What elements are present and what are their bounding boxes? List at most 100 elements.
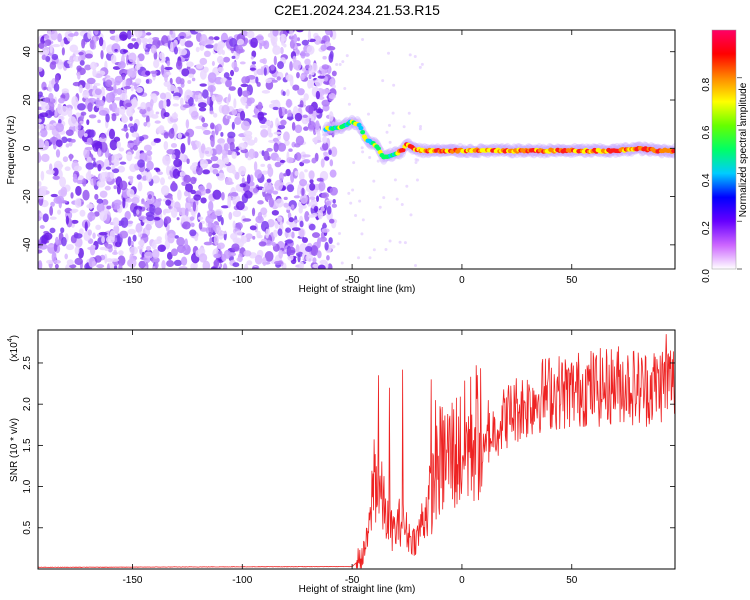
spectrogram-noise-blob bbox=[266, 178, 272, 183]
spectrogram-y-axis: -40 -20 0 20 40 bbox=[22, 46, 675, 252]
spectrogram-noise-blob bbox=[305, 105, 315, 113]
spectrogram-noise-blob bbox=[398, 240, 402, 244]
spectrogram-noise-blob bbox=[166, 149, 176, 155]
spectrogram-noise-blob bbox=[251, 207, 256, 217]
spectrogram-noise-blob bbox=[273, 55, 277, 66]
spectrogram-noise-blob bbox=[201, 116, 206, 123]
svg-text:(x104): (x104) bbox=[7, 335, 20, 362]
spectrogram-noise-blob bbox=[285, 89, 290, 97]
spectrogram-noise-blob bbox=[38, 260, 43, 269]
spectrogram-noise-blob bbox=[301, 159, 311, 164]
spectrogram-noise-blob bbox=[117, 255, 126, 266]
spectrogram-noise-blob bbox=[299, 161, 305, 167]
spectrogram-noise-blob bbox=[114, 80, 121, 86]
spectrogram-noise-blob bbox=[177, 189, 182, 201]
spectrogram-noise-blob bbox=[220, 132, 224, 137]
spectrogram-noise-blob bbox=[94, 88, 102, 96]
spectrogram-noise-blob bbox=[152, 37, 160, 41]
spectrogram-noise-blob bbox=[212, 223, 217, 231]
spectrogram-noise-blob bbox=[271, 241, 276, 247]
spectrogram-noise-blob bbox=[118, 147, 125, 152]
spectrogram-noise-blob bbox=[114, 34, 120, 43]
spectrogram-noise-blob bbox=[288, 148, 293, 152]
spectrogram-noise-blob bbox=[227, 131, 236, 139]
spectrogram-noise-blob bbox=[294, 152, 302, 161]
spectrogram-noise-blob bbox=[118, 250, 124, 256]
spectrogram-noise-blob bbox=[125, 79, 131, 88]
colorbar-gradient bbox=[712, 30, 736, 269]
spectrogram-noise-blob bbox=[310, 78, 314, 89]
spectrogram-noise-blob bbox=[204, 188, 211, 194]
spectrogram-noise-blob bbox=[118, 61, 126, 69]
spectrogram-noise-blob bbox=[159, 92, 167, 100]
spectrogram-noise-blob bbox=[87, 102, 93, 112]
spectrogram-noise-blob bbox=[246, 260, 253, 266]
spectrogram-noise-blob bbox=[409, 213, 413, 217]
spectrogram-noise-blob bbox=[281, 186, 286, 191]
spectrogram-noise-blob bbox=[224, 157, 230, 165]
spectrogram-noise-blob bbox=[150, 257, 160, 264]
spectrogram-noise-blob bbox=[305, 246, 313, 252]
snr-y-tick-label: 1.0 bbox=[22, 479, 33, 493]
spectrogram-noise-blob bbox=[116, 141, 121, 149]
spectrogram-noise-blob bbox=[83, 133, 88, 138]
spectrogram-noise-blob bbox=[294, 170, 299, 176]
spectrogram-noise-blob bbox=[50, 201, 55, 207]
spectrogram-noise-blob bbox=[263, 181, 273, 190]
spectrogram-track-cell bbox=[400, 147, 406, 153]
spectrogram-noise-blob bbox=[122, 197, 126, 209]
spectrogram-noise-blob bbox=[55, 149, 61, 158]
spectrogram-noise-blob bbox=[320, 158, 325, 168]
spectrogram-noise-blob bbox=[57, 209, 62, 215]
spectrogram-noise-blob bbox=[301, 39, 309, 46]
spectrogram-noise-blob bbox=[65, 129, 74, 137]
spectrogram-noise-blob bbox=[276, 216, 283, 222]
spectrogram-noise-blob bbox=[48, 163, 53, 172]
spectrogram-noise-blob bbox=[236, 257, 243, 262]
spectrogram-noise-blob bbox=[289, 30, 294, 37]
spectrogram-noise-blob bbox=[361, 150, 365, 154]
spectrogram-noise-blob bbox=[208, 200, 214, 212]
spectrogram-noise-blob bbox=[216, 55, 224, 64]
spectrogram-noise-blob bbox=[331, 70, 337, 77]
spectrogram-noise-blob bbox=[340, 261, 344, 265]
spectrogram-noise-blob bbox=[257, 111, 265, 121]
spectrogram-noise-blob bbox=[217, 138, 226, 145]
spectrogram-noise-blob bbox=[227, 93, 231, 103]
spectrogram-noise-blob bbox=[145, 223, 152, 231]
spectrogram-noise-blob bbox=[78, 84, 83, 94]
spectrogram-noise-blob bbox=[39, 128, 48, 138]
spectrogram-noise-blob bbox=[74, 246, 80, 255]
spectrogram-noise-blob bbox=[227, 115, 232, 120]
spectrogram-noise-blob bbox=[138, 260, 146, 269]
spectrogram-noise-blob bbox=[101, 199, 109, 206]
spectrogram-noise-blob bbox=[194, 93, 199, 103]
colorbar: 0.0 0.2 0.4 0.6 0.8 Normalized spectral ampl… bbox=[701, 29, 749, 283]
spectrogram-noise-blob bbox=[311, 232, 321, 238]
spectrogram-noise-blob bbox=[186, 61, 194, 68]
spectrogram-noise-blob bbox=[165, 199, 172, 206]
spectrogram-noise-blob bbox=[72, 176, 78, 183]
spectrogram-noise-blob bbox=[230, 192, 239, 197]
spectrogram-noise-blob bbox=[298, 206, 303, 214]
spectrogram-noise-blob bbox=[274, 161, 282, 168]
spectrogram-noise-blob bbox=[223, 143, 229, 152]
spectrogram-noise-blob bbox=[126, 106, 134, 118]
spectrogram-noise-blob bbox=[170, 207, 178, 218]
spectrogram-noise-blob bbox=[294, 112, 303, 122]
spectrogram-noise-blob bbox=[304, 169, 308, 173]
spectrogram-noise-blob bbox=[298, 171, 305, 181]
spectrogram-noise-blob bbox=[296, 71, 300, 79]
spectrogram-noise-blob bbox=[98, 36, 104, 47]
spectrogram-noise-blob bbox=[94, 193, 99, 200]
spectrogram-noise-blob bbox=[100, 86, 105, 98]
spectrogram-noise-blob bbox=[231, 151, 237, 159]
spectrogram-noise-blob bbox=[114, 48, 118, 52]
spectrogram-noise-blob bbox=[93, 82, 101, 87]
figure-title: C2E1.2024.234.21.53.R15 bbox=[274, 2, 440, 18]
spectrogram-noise-blob bbox=[270, 64, 275, 71]
spectrogram-noise-blob bbox=[266, 196, 273, 200]
spectrogram-noise-blob bbox=[66, 244, 75, 251]
spectrogram-noise-blob bbox=[347, 191, 351, 195]
spectrogram-noise-blob bbox=[170, 143, 178, 148]
